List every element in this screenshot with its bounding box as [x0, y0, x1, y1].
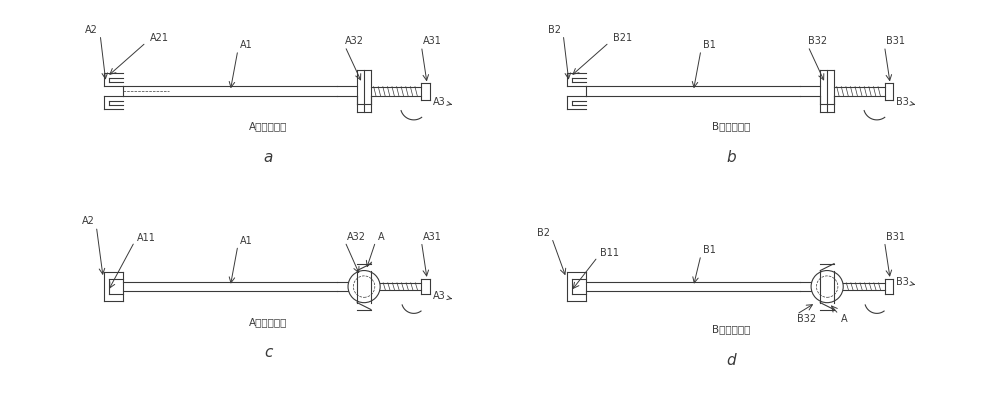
Text: B组件俯视图: B组件俯视图 [712, 325, 751, 335]
Text: b: b [727, 150, 736, 165]
Text: A31: A31 [423, 36, 442, 46]
Text: B31: B31 [886, 232, 905, 242]
Text: B31: B31 [886, 36, 905, 46]
Text: A组件主视图: A组件主视图 [249, 122, 288, 132]
Text: B3: B3 [896, 276, 915, 287]
Text: A2: A2 [82, 216, 94, 226]
Text: B21: B21 [613, 32, 632, 43]
Text: A32: A32 [347, 232, 366, 242]
Text: B2: B2 [537, 228, 550, 238]
Text: d: d [727, 353, 736, 368]
Text: A21: A21 [150, 32, 169, 43]
Text: B1: B1 [703, 245, 716, 255]
Text: A11: A11 [137, 233, 155, 243]
Text: A组件俯视图: A组件俯视图 [249, 317, 288, 327]
Text: B32: B32 [797, 314, 816, 324]
Text: A: A [841, 314, 847, 324]
Text: a: a [264, 150, 273, 165]
Text: A32: A32 [345, 36, 364, 46]
Text: B32: B32 [808, 36, 827, 46]
Text: B1: B1 [703, 40, 716, 50]
Text: A: A [377, 232, 384, 242]
Text: A1: A1 [240, 40, 253, 50]
Text: c: c [264, 345, 273, 360]
Text: B11: B11 [600, 248, 619, 258]
Text: A3: A3 [433, 96, 451, 107]
Text: A31: A31 [423, 232, 442, 242]
Text: A3: A3 [433, 291, 451, 301]
Text: B2: B2 [548, 25, 561, 35]
Text: B组件主视图: B组件主视图 [712, 122, 751, 132]
Text: A2: A2 [85, 25, 98, 35]
Text: B3: B3 [896, 96, 915, 107]
Text: A1: A1 [240, 235, 253, 246]
